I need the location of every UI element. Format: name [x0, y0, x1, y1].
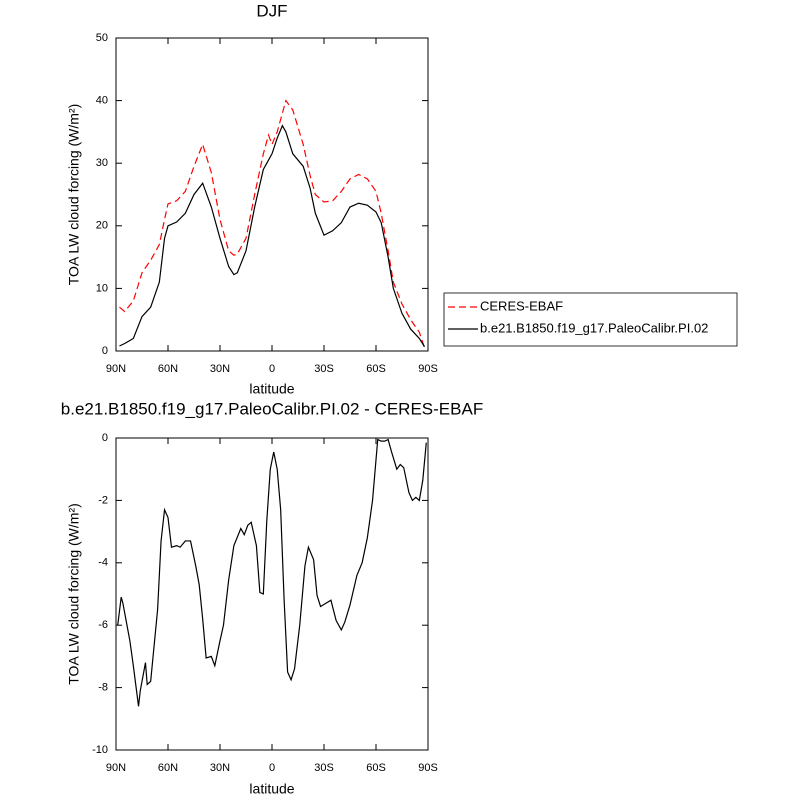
data-line	[117, 438, 427, 707]
chart-title: b.e21.B1850.f19_g17.PaleoCalibr.PI.02 - …	[61, 399, 483, 418]
chart-title: DJF	[256, 1, 287, 20]
legend-box	[443, 292, 738, 347]
plot-frame	[115, 437, 429, 751]
data-line	[119, 99, 426, 349]
y-tick-label: -10	[92, 744, 108, 756]
x-axis-label: latitude	[249, 781, 294, 797]
legend-label: CERES-EBAF	[480, 298, 563, 313]
y-tick-label: -8	[98, 682, 108, 694]
x-tick-label: 90N	[106, 762, 126, 774]
x-tick-label: 90N	[106, 363, 126, 375]
y-tick-label: 10	[96, 282, 108, 294]
x-axis-label: latitude	[249, 381, 294, 397]
legend-label: b.e21.B1850.f19_g17.PaleoCalibr.PI.02	[480, 320, 708, 335]
x-tick-label: 90S	[418, 363, 438, 375]
y-tick-label: 30	[96, 157, 108, 169]
y-tick-label: 0	[102, 345, 108, 357]
x-tick-label: 60N	[158, 363, 178, 375]
data-line	[119, 124, 426, 347]
y-tick-label: 0	[102, 432, 108, 444]
y-axis-label: TOA LW cloud forcing (W/m²)	[66, 104, 82, 286]
x-tick-label: 0	[269, 363, 275, 375]
x-tick-label: 30N	[210, 363, 230, 375]
x-tick-label: 60N	[158, 762, 178, 774]
x-tick-label: 0	[269, 762, 275, 774]
x-tick-label: 60S	[366, 363, 386, 375]
x-tick-label: 90S	[418, 762, 438, 774]
y-tick-label: 20	[96, 220, 108, 232]
y-tick-label: 50	[96, 32, 108, 44]
y-tick-label: -4	[98, 557, 108, 569]
y-axis-label: TOA LW cloud forcing (W/m²)	[66, 503, 82, 685]
x-tick-label: 60S	[366, 762, 386, 774]
y-tick-label: 40	[96, 95, 108, 107]
plot-frame	[115, 37, 429, 352]
y-tick-label: -2	[98, 494, 108, 506]
y-tick-label: -6	[98, 619, 108, 631]
x-tick-label: 30S	[314, 762, 334, 774]
x-tick-label: 30S	[314, 363, 334, 375]
x-tick-label: 30N	[210, 762, 230, 774]
